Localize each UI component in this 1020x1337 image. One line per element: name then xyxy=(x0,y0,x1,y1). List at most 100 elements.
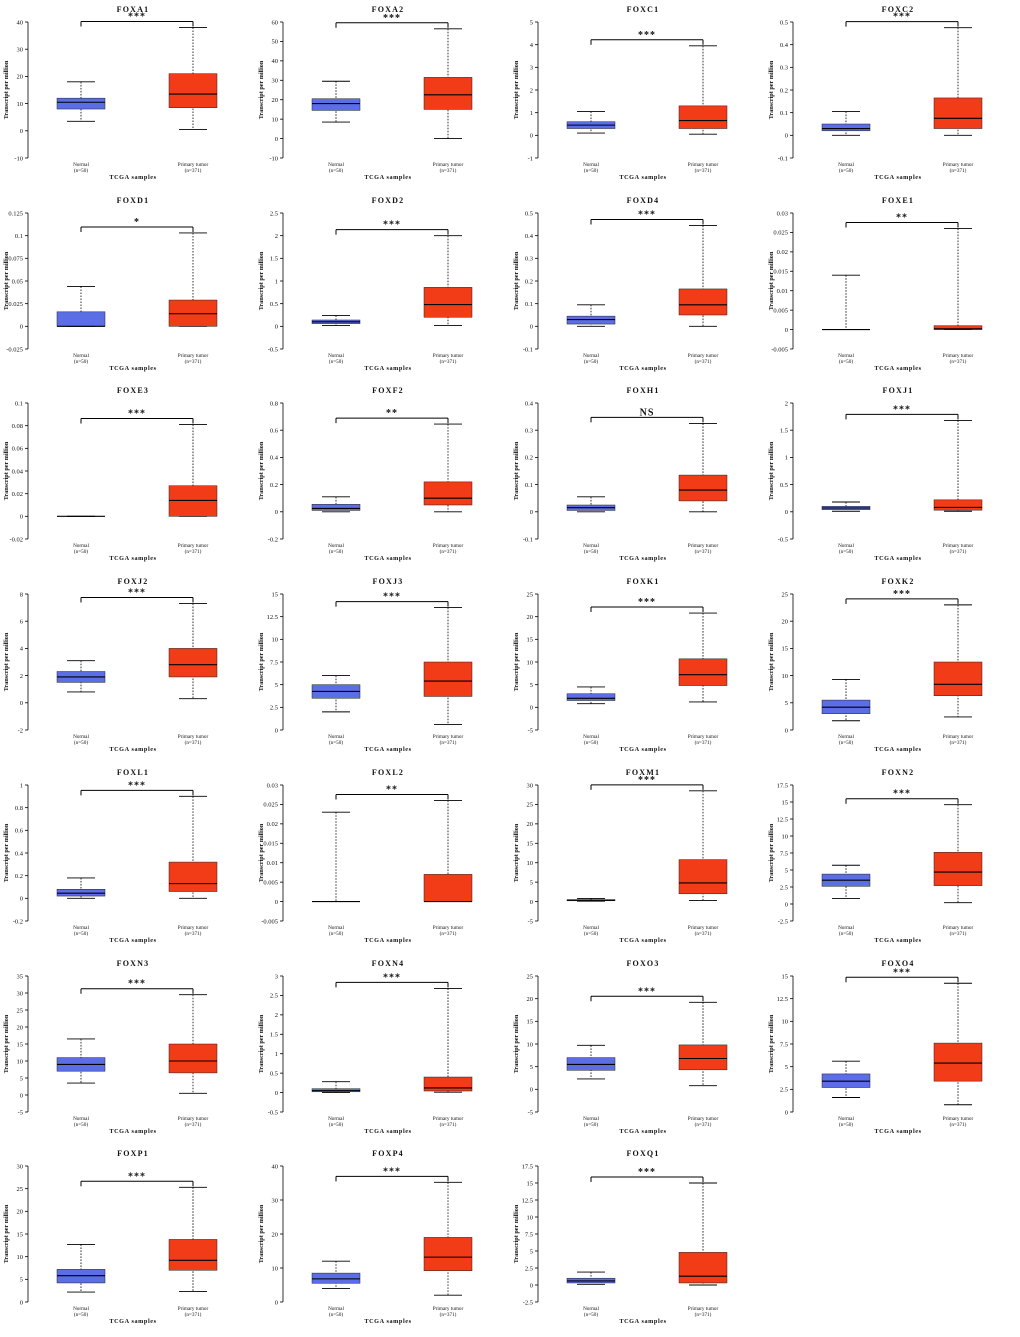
y-tick-label: 25 xyxy=(17,1186,24,1193)
x-group-label: Normal xyxy=(583,925,599,931)
x-axis-label: TCGA samples xyxy=(619,174,666,181)
y-tick-label: 0.005 xyxy=(773,307,788,314)
y-tick-label: 10 xyxy=(782,673,789,680)
y-tick-label: -0.1 xyxy=(523,346,533,353)
significance-label: *** xyxy=(128,780,146,791)
y-tick-label: -0.005 xyxy=(771,346,788,353)
y-tick-label: -2.5 xyxy=(778,918,788,925)
x-group-count: (n=371) xyxy=(950,167,967,174)
y-tick-label: 0.08 xyxy=(12,423,23,430)
y-tick-label: -0.5 xyxy=(268,346,278,353)
x-group-count: (n=50) xyxy=(839,1121,853,1128)
x-axis-label: TCGA samples xyxy=(874,746,921,753)
x-group-label: Normal xyxy=(73,353,89,359)
y-axis-label: Transcript per million xyxy=(513,632,520,691)
boxplot-foxd1: FOXD1 -0.025 0 0.025 0.05 0.075 0.1 0.125 Transc… xyxy=(3,196,218,372)
x-group-label: Primary tumor xyxy=(688,162,719,168)
chart-title: FOXE3 xyxy=(117,386,149,395)
y-axis-label: Transcript per million xyxy=(258,60,265,119)
y-tick-label: 0 xyxy=(785,327,788,334)
y-tick-label: 0.1 xyxy=(780,110,788,117)
chart-title: FOXE1 xyxy=(882,196,914,205)
y-tick-label: 0.2 xyxy=(780,87,788,94)
x-group-count: (n=50) xyxy=(839,739,853,746)
y-axis-label: Transcript per million xyxy=(513,251,520,310)
y-tick-label: 25 xyxy=(17,1007,24,1014)
chart-title: FOXO3 xyxy=(626,959,659,968)
normal-box xyxy=(311,1273,361,1284)
x-group-label: Normal xyxy=(328,162,344,168)
y-tick-label: -5 xyxy=(528,1109,533,1116)
x-group-label: Primary tumor xyxy=(943,1116,974,1122)
chart-title: FOXA2 xyxy=(372,5,405,14)
y-tick-label: 10 xyxy=(527,1041,534,1048)
x-axis-label: TCGA samples xyxy=(874,937,921,944)
x-axis-label: TCGA samples xyxy=(619,365,666,372)
y-axis-label: Transcript per million xyxy=(3,251,10,310)
y-tick-label: 0.4 xyxy=(270,455,279,462)
y-tick-label: 1 xyxy=(275,1051,278,1058)
y-tick-label: 5 xyxy=(530,1248,533,1255)
y-tick-label: 0.1 xyxy=(15,233,23,240)
y-tick-label: 0.4 xyxy=(525,401,534,408)
x-group-label: Normal xyxy=(838,734,854,740)
y-tick-label: 10 xyxy=(527,659,534,666)
y-tick-label: 0 xyxy=(785,1109,788,1116)
y-tick-label: 0 xyxy=(20,1092,23,1099)
x-group-label: Normal xyxy=(73,925,89,931)
x-group-count: (n=371) xyxy=(950,1121,967,1128)
significance-label: *** xyxy=(383,219,401,230)
boxplot-foxj2: FOXJ2 -2 0 2 4 6 8 Transcript per million *** Nor… xyxy=(3,577,218,753)
y-tick-label: 6 xyxy=(20,619,24,626)
y-tick-label: 25 xyxy=(527,973,534,980)
y-axis-label: Transcript per million xyxy=(3,60,10,119)
x-group-count: (n=371) xyxy=(185,548,202,555)
significance-label: ** xyxy=(386,408,398,419)
chart-title: FOXC2 xyxy=(882,5,915,14)
y-tick-label: -0.1 xyxy=(523,537,533,544)
x-group-count: (n=371) xyxy=(695,1311,712,1318)
significance-label: *** xyxy=(638,1167,656,1178)
y-tick-label: 0.025 xyxy=(8,301,23,308)
x-group-count: (n=371) xyxy=(440,167,457,174)
y-tick-label: 0 xyxy=(785,509,788,516)
boxplot-foxd2: FOXD2 -0.5 0 0.5 1 1.5 2 2.5 Transcript per mill… xyxy=(258,196,473,372)
y-tick-label: 0 xyxy=(20,514,23,521)
x-axis-label: TCGA samples xyxy=(364,746,411,753)
y-tick-label: 25 xyxy=(782,591,789,598)
y-tick-label: 0 xyxy=(275,1299,278,1306)
x-group-label: Normal xyxy=(583,1306,599,1312)
y-tick-label: 3 xyxy=(275,973,278,980)
y-tick-label: 1 xyxy=(275,278,278,285)
y-tick-label: 0 xyxy=(275,136,278,143)
y-tick-label: 10 xyxy=(17,1254,24,1261)
x-group-count: (n=371) xyxy=(440,930,457,937)
boxplot-foxn3: FOXN3 -5 0 5 10 15 20 25 30 35 Transcript per mill… xyxy=(3,959,218,1135)
y-tick-label: 20 xyxy=(527,821,534,828)
y-tick-label: 0 xyxy=(785,727,788,734)
x-group-label: Primary tumor xyxy=(688,1306,719,1312)
boxplot-foxn2: FOXN2 -2.5 0 2.5 5 7.5 10 12.5 15 17.5 Transcript … xyxy=(768,768,983,944)
y-tick-label: 2.5 xyxy=(270,210,278,217)
y-tick-label: 1.5 xyxy=(270,255,278,262)
x-group-label: Normal xyxy=(583,1116,599,1122)
x-axis-label: TCGA samples xyxy=(619,555,666,562)
significance-label: *** xyxy=(383,13,401,24)
boxplot-foxq1: FOXQ1 -2.5 0 2.5 5 7.5 10 12.5 15 17.5 Transcript … xyxy=(513,1149,728,1325)
y-tick-label: 17.5 xyxy=(522,1163,533,1170)
y-tick-label: 10 xyxy=(17,101,24,108)
x-group-label: Normal xyxy=(328,734,344,740)
y-tick-label: 30 xyxy=(272,78,279,85)
significance-label: *** xyxy=(638,209,656,220)
x-group-label: Primary tumor xyxy=(178,353,209,359)
y-tick-label: 7.5 xyxy=(525,1231,533,1238)
y-tick-label: 0.02 xyxy=(777,249,788,256)
boxplot-foxl2: FOXL2 -0.005 0 0.005 0.01 0.015 0.02 0.025 0.03 T… xyxy=(258,768,473,944)
y-axis-label: Transcript per million xyxy=(513,1014,520,1073)
y-tick-label: 10 xyxy=(782,833,789,840)
y-tick-label: 12.5 xyxy=(267,614,278,621)
y-tick-label: 17.5 xyxy=(777,782,788,789)
boxplot-foxk2: FOXK2 0 5 10 15 20 25 Transcript per million ***… xyxy=(768,577,983,753)
y-tick-label: 0.6 xyxy=(270,428,279,435)
y-tick-label: 12.5 xyxy=(522,1197,533,1204)
